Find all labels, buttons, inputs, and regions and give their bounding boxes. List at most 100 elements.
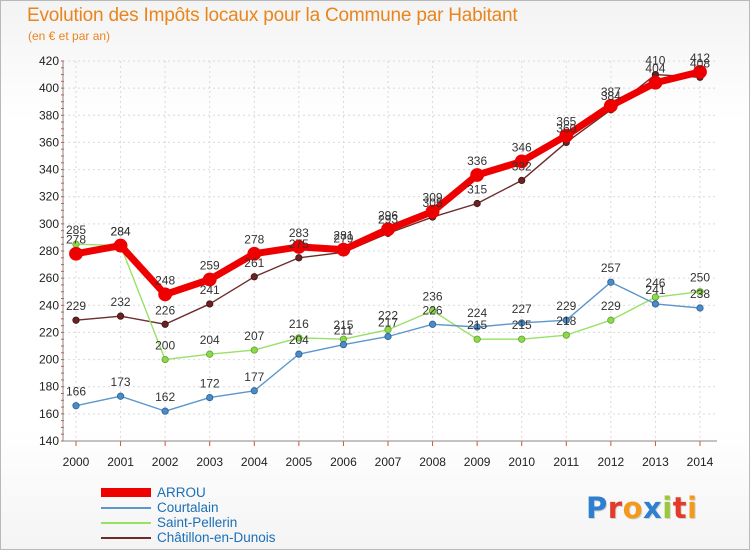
data-point-arrou (425, 204, 440, 219)
data-label: 229 (556, 299, 576, 313)
data-label: 211 (334, 324, 353, 338)
y-tick-label: 340 (39, 163, 59, 177)
legend-label: Saint-Pellerin (157, 515, 238, 530)
data-point-courtalain (696, 304, 704, 312)
data-label: 204 (200, 333, 220, 347)
data-point-arrou (247, 246, 262, 261)
data-point-saint-pellerin (250, 346, 258, 354)
data-point-courtalain (651, 300, 660, 308)
data-label: 283 (289, 226, 309, 240)
data-label: 275 (289, 237, 309, 251)
data-label: 217 (378, 316, 398, 330)
legend-item: ARROU (101, 485, 361, 500)
data-label: 226 (423, 303, 443, 317)
data-label: 204 (289, 333, 309, 347)
y-tick-label: 300 (39, 217, 59, 231)
data-point-saint-pellerin (473, 335, 481, 343)
data-label: 226 (155, 303, 175, 317)
data-label: 238 (690, 287, 710, 301)
logo-letter: i (662, 491, 673, 525)
data-label: 408 (690, 56, 710, 70)
y-tick-label: 420 (39, 54, 59, 68)
data-point-chatillon-en-dunois (295, 254, 303, 262)
x-tick-label: 2012 (598, 455, 625, 469)
x-tick-label: 2010 (508, 455, 535, 469)
legend-item: Châtillon-en-Dunois (101, 530, 361, 545)
data-point-saint-pellerin (518, 335, 526, 343)
legend-swatch (101, 507, 151, 509)
data-label: 224 (467, 306, 487, 320)
data-label: 207 (244, 329, 264, 343)
data-label: 332 (512, 159, 532, 173)
x-tick-label: 2003 (196, 455, 223, 469)
data-label: 360 (556, 121, 576, 135)
data-label: 257 (601, 261, 621, 275)
data-point-arrou (693, 64, 707, 79)
data-label: 232 (111, 295, 131, 309)
data-label: 278 (244, 233, 264, 247)
data-label: 336 (467, 154, 487, 168)
data-point-arrou (202, 272, 217, 287)
data-label: 259 (200, 259, 220, 273)
data-labels: 229 232 226 241 261 275 279 293 305 315 332 360 384 4… (66, 51, 710, 404)
data-point-courtalain (384, 332, 392, 341)
logo-letter: o (622, 491, 644, 525)
data-label: 246 (645, 276, 665, 290)
data-label: 250 (690, 271, 710, 285)
data-label: 236 (423, 290, 443, 304)
x-tick-label: 2000 (63, 455, 90, 469)
legend-swatch (101, 488, 151, 497)
data-point-courtalain (72, 402, 80, 410)
data-point-courtalain (116, 392, 125, 400)
data-point-saint-pellerin (295, 334, 303, 342)
data-label: 177 (244, 370, 264, 384)
data-point-courtalain (607, 278, 615, 286)
data-label: 222 (378, 309, 398, 323)
logo-letter: t (672, 491, 688, 525)
logo-letter: r (607, 491, 623, 525)
x-tick-label: 2001 (107, 455, 134, 469)
data-label: 305 (423, 196, 443, 210)
data-point-arrou (603, 98, 618, 113)
data-point-chatillon-en-dunois (72, 316, 80, 324)
data-point-chatillon-en-dunois (518, 176, 526, 185)
data-label: 346 (512, 140, 532, 154)
data-point-saint-pellerin (428, 307, 437, 315)
data-label: 279 (333, 231, 353, 245)
data-point-saint-pellerin (696, 288, 704, 296)
data-point-saint-pellerin (607, 316, 615, 324)
legend-label: Châtillon-en-Dunois (157, 530, 276, 545)
logo-letter: x (643, 491, 663, 525)
data-label: 315 (467, 183, 487, 197)
data-point-courtalain (428, 320, 437, 328)
data-label: 229 (601, 299, 621, 313)
data-point-chatillon-en-dunois (161, 320, 169, 328)
data-label: 200 (155, 339, 175, 353)
y-tick-label: 260 (39, 271, 59, 285)
legend: ARROU Courtalain Saint-Pellerin Châtillon-e… (101, 485, 361, 545)
data-point-courtalain (250, 387, 258, 395)
x-tick-label: 2002 (152, 455, 179, 469)
data-point-courtalain (518, 319, 526, 327)
x-tick-label: 2009 (464, 455, 491, 469)
data-label: 166 (66, 385, 86, 399)
data-label: 412 (690, 51, 710, 65)
data-point-courtalain (206, 393, 214, 402)
data-label: 216 (289, 317, 309, 331)
data-label: 387 (601, 85, 621, 99)
data-label: 309 (423, 191, 443, 205)
data-label: 384 (601, 89, 621, 103)
x-tick-label: 2008 (419, 455, 446, 469)
data-label: 261 (244, 256, 264, 270)
data-label: 293 (378, 212, 398, 226)
data-point-saint-pellerin (161, 355, 169, 364)
chart-subtitle: (en € et par an) (28, 29, 111, 43)
data-point-arrou (559, 128, 574, 143)
x-tick-label: 2004 (241, 455, 268, 469)
data-label: 241 (200, 283, 220, 297)
data-label: 404 (645, 62, 665, 76)
x-tick-label: 2007 (375, 455, 402, 469)
data-point-arrou (514, 154, 529, 169)
